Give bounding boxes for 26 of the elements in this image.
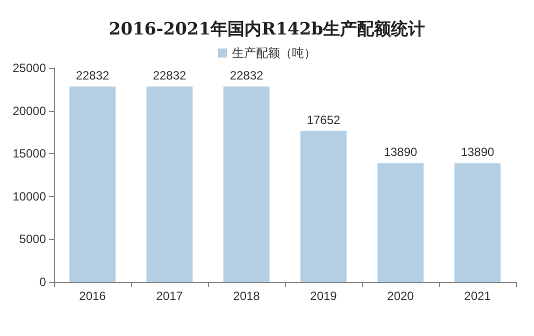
bar — [223, 86, 270, 282]
x-tick-label: 2016 — [79, 289, 106, 303]
data-label: 22832 — [76, 68, 110, 83]
data-label: 13890 — [384, 145, 418, 160]
data-label: 17652 — [306, 112, 341, 127]
y-tick-label: 15000 — [12, 146, 46, 161]
bar — [69, 86, 116, 282]
chart-title: 2016-2021年国内R142b生产配额统计 — [108, 20, 426, 40]
x-tick-label: 2020 — [387, 289, 414, 303]
data-label: 22832 — [152, 68, 187, 83]
x-tick-label: 2019 — [310, 289, 338, 303]
y-tick-label: 20000 — [12, 104, 46, 118]
y-tick-label: 0 — [39, 275, 46, 289]
data-label: 13890 — [460, 145, 495, 160]
y-tick-label: 5000 — [19, 232, 46, 246]
legend-label: 生产配额（吨） — [232, 46, 316, 60]
bar — [146, 86, 193, 282]
y-tick-label: 10000 — [12, 189, 46, 204]
x-tick-label: 2018 — [233, 289, 260, 303]
x-tick-label: 2017 — [156, 289, 184, 303]
data-label: 22832 — [230, 68, 264, 83]
y-tick-label: 25000 — [12, 61, 46, 75]
x-tick-label: 2021 — [464, 289, 492, 303]
bar — [454, 163, 501, 282]
bar — [377, 163, 424, 282]
bar — [300, 130, 347, 282]
